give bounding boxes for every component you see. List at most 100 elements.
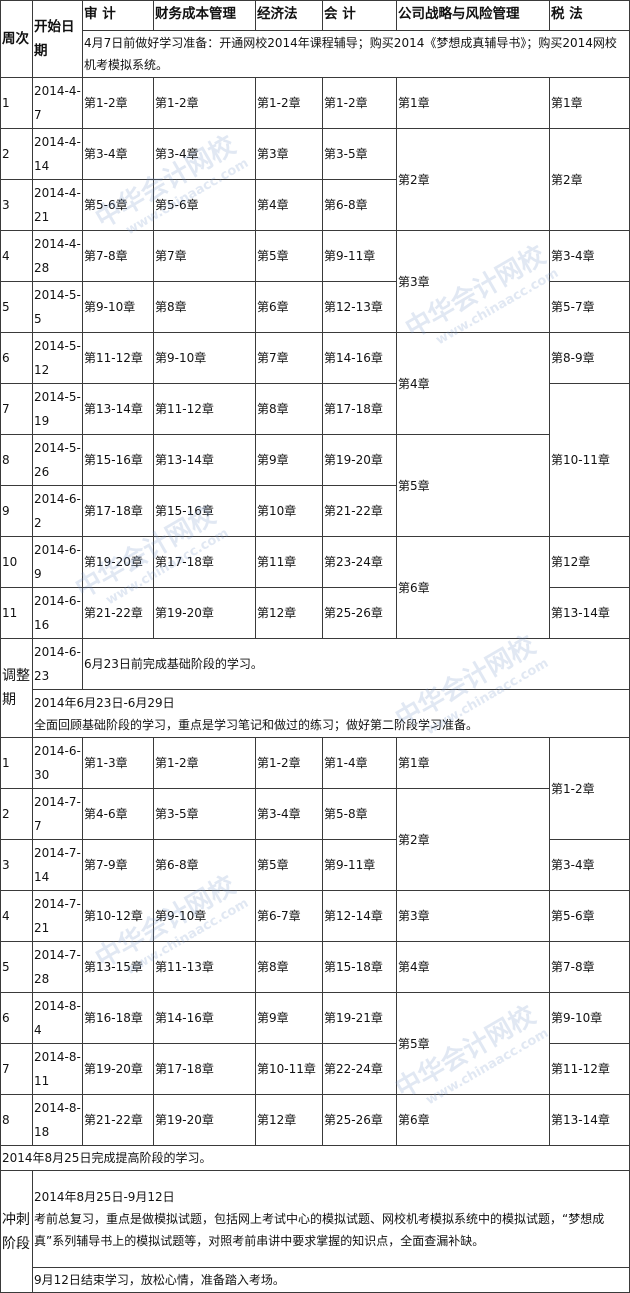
chapter-cell: 第22-24章 (322, 1043, 397, 1095)
start-date: 2014-4-28 (32, 230, 83, 282)
week-row: 8 2014-8-18 第21-22章 第19-20章 第12章 第25-26章 第6章 第1… (0, 1094, 630, 1146)
week-header: 周次 (0, 0, 33, 78)
chapter-cell: 第11-12章 (549, 1043, 630, 1095)
chapter-cell: 第1-3章 (82, 737, 154, 789)
chapter-cell: 第13-14章 (153, 434, 256, 486)
week-number: 6 (0, 332, 33, 384)
chapter-cell: 第9章 (255, 434, 323, 486)
chapter-cell: 第10-11章 (549, 383, 630, 537)
chapter-cell: 第12章 (255, 1094, 323, 1146)
sprint-label: 冲刺阶段 (0, 1170, 33, 1293)
week-number: 3 (0, 839, 33, 891)
chapter-cell: 第19-20章 (82, 536, 154, 588)
chapter-cell: 第21-22章 (82, 587, 154, 639)
chapter-cell: 第16-18章 (82, 992, 154, 1044)
chapter-cell: 第4章 (255, 179, 323, 231)
chapter-cell: 第7章 (153, 230, 256, 282)
week-row: 1 2014-6-30 第1-3章 第1-2章 第1-2章 第1-4章 第1章 第1-2章 (0, 737, 630, 840)
chapter-cell: 第9-10章 (549, 992, 630, 1044)
start-date: 2014-5-19 (32, 383, 83, 435)
chapter-cell: 第17-18章 (82, 485, 154, 537)
chapter-cell: 第3章 (255, 128, 323, 180)
adjust-description: 全面回顾基础阶段的学习，重点是学习笔记和做过的练习；做好第二阶段学习准备。 (34, 717, 479, 732)
chapter-cell: 第3-5章 (322, 128, 397, 180)
chapter-cell: 第6-7章 (255, 890, 323, 942)
week-row: 7 2014-8-11 第19-20章 第17-18章 第10-11章 第22-24章 第1… (0, 1043, 630, 1095)
adjust-range: 2014年6月23日-6月29日 (34, 695, 175, 710)
phase2-end-note: 2014年8月25日完成提高阶段的学习。 (0, 1145, 630, 1171)
chapter-cell: 第11-12章 (153, 383, 256, 435)
chapter-cell: 第11-12章 (82, 332, 154, 384)
chapter-cell: 第5-6章 (82, 179, 154, 231)
sprint-description: 考前总复习，重点是做模拟试题，包括网上考试中心的模拟试题、网校机考模拟系统中的模… (34, 1212, 605, 1248)
week-row: 4 2014-4-28 第7-8章 第7章 第5章 第9-11章 第3章 第3-4章 (0, 230, 630, 333)
chapter-cell: 第9-11章 (322, 839, 397, 891)
chapter-cell: 第23-24章 (322, 536, 397, 588)
week-row: 8 2014-5-26 第15-16章 第13-14章 第9章 第19-20章 第5章 (0, 434, 630, 537)
chapter-cell: 第15-16章 (82, 434, 154, 486)
start-date: 2014-4-21 (32, 179, 83, 231)
chapter-cell: 第3章 (396, 890, 550, 942)
chapter-cell: 第5-6章 (153, 179, 256, 231)
start-date: 2014-8-4 (32, 992, 83, 1044)
week-row: 6 2014-8-4 第16-18章 第14-16章 第9章 第19-21章 第5章 第9-1… (0, 992, 630, 1095)
chapter-cell: 第6-8章 (322, 179, 397, 231)
start-date: 2014-7-28 (32, 941, 83, 993)
chapter-cell: 第19-20章 (153, 1094, 256, 1146)
week-row: 9 2014-6-2 第17-18章 第15-16章 第10章 第21-22章 (0, 485, 630, 537)
chapter-cell: 第6-8章 (153, 839, 256, 891)
week-number: 1 (0, 737, 33, 789)
start-date: 2014-6-16 (32, 587, 83, 639)
week-number: 11 (0, 587, 33, 639)
subject-header-tax: 税 法 (549, 0, 630, 31)
chapter-cell: 第8-9章 (549, 332, 630, 384)
subject-header-strategy: 公司战略与风险管理 (396, 0, 550, 31)
chapter-cell: 第1-2章 (82, 77, 154, 129)
chapter-cell: 第11-13章 (153, 941, 256, 993)
sprint-range: 2014年8月25日-9月12日 (34, 1190, 175, 1204)
chapter-cell: 第8章 (153, 281, 256, 333)
chapter-cell: 第17-18章 (153, 1043, 256, 1095)
chapter-cell: 第15-16章 (153, 485, 256, 537)
sprint-desc: 2014年8月25日-9月12日考前总复习，重点是做模拟试题，包括网上考试中心的… (32, 1170, 630, 1268)
header-row: 周次 开始日期 审 计 财务成本管理 经济法 会 计 公司战略与风险管理 税 法 (0, 0, 630, 78)
phase2-body: 1 2014-6-30 第1-3章 第1-2章 第1-2章 第1-4章 第1章 第1-2章 2 2… (0, 737, 630, 1146)
start-date: 2014-5-5 (32, 281, 83, 333)
chapter-cell: 第9-10章 (82, 281, 154, 333)
week-number: 5 (0, 941, 33, 993)
start-date: 2014-6-30 (32, 737, 83, 789)
chapter-cell: 第1-2章 (153, 737, 256, 789)
start-date: 2014-6-9 (32, 536, 83, 588)
chapter-cell: 第13-14章 (549, 1094, 630, 1146)
adjust-desc: 2014年6月23日-6月29日全面回顾基础阶段的学习，重点是学习笔记和做过的练… (32, 689, 630, 738)
phase1-body: 1 2014-4-7 第1-2章 第1-2章 第1-2章 第1-2章 第1章 第1章 2 2014… (0, 77, 630, 639)
week-row: 11 2014-6-16 第21-22章 第19-20章 第12章 第25-26章 第13-… (0, 587, 630, 639)
chapter-cell: 第13-14章 (549, 587, 630, 639)
chapter-cell: 第6章 (255, 281, 323, 333)
chapter-cell: 第19-20章 (322, 434, 397, 486)
start-date: 2014-7-14 (32, 839, 83, 891)
chapter-cell: 第1章 (549, 77, 630, 129)
subject-header-accounting: 会 计 (322, 0, 397, 31)
week-row: 1 2014-4-7 第1-2章 第1-2章 第1-2章 第1-2章 第1章 第1章 (0, 77, 630, 129)
prep-note: 4月7日前做好学习准备：开通网校2014年课程辅导；购买2014《梦想成真辅导书… (82, 30, 630, 78)
start-date: 2014-7-7 (32, 788, 83, 840)
week-row: 2 2014-4-14 第3-4章 第3-4章 第3章 第3-5章 第2章 第2章 (0, 128, 630, 231)
adjust-label: 调整期 (0, 638, 33, 738)
chapter-cell: 第9-11章 (322, 230, 397, 282)
chapter-cell: 第5章 (396, 992, 550, 1095)
chapter-cell: 第3章 (396, 230, 550, 333)
chapter-cell: 第4章 (396, 941, 550, 993)
chapter-cell: 第21-22章 (82, 1094, 154, 1146)
chapter-cell: 第25-26章 (322, 1094, 397, 1146)
start-date: 2014-8-11 (32, 1043, 83, 1095)
week-number: 9 (0, 485, 33, 537)
adjust-note: 6月23日前完成基础阶段的学习。 (82, 638, 630, 690)
chapter-cell: 第15-18章 (322, 941, 397, 993)
chapter-cell: 第17-18章 (153, 536, 256, 588)
week-row: 10 2014-6-9 第19-20章 第17-18章 第11章 第23-24章 第6章 第1… (0, 536, 630, 639)
chapter-cell: 第12章 (549, 536, 630, 588)
chapter-cell: 第7-8章 (82, 230, 154, 282)
start-date: 2014-5-26 (32, 434, 83, 486)
chapter-cell: 第1-2章 (255, 77, 323, 129)
